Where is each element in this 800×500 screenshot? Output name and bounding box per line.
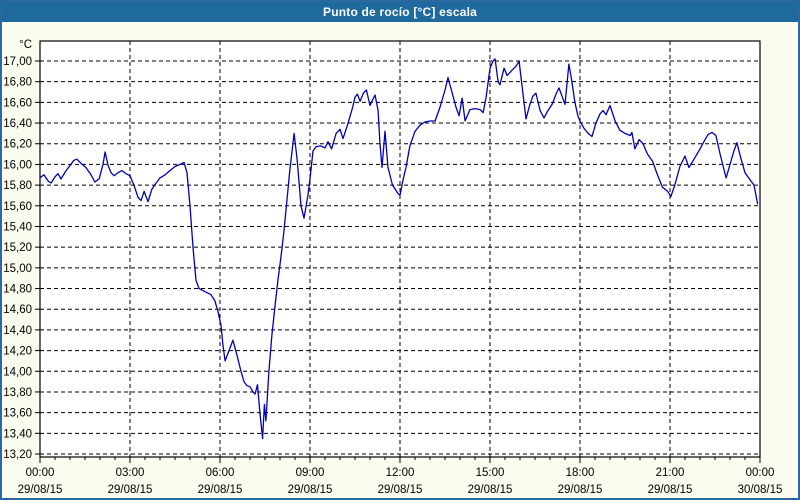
x-axis-time-label: 12:00 xyxy=(386,467,415,479)
y-axis-tick-label: 17,00 xyxy=(3,56,32,68)
window-titlebar: Punto de rocío [°C] escala xyxy=(2,2,798,22)
y-axis-tick-label: 13,60 xyxy=(3,408,32,420)
y-axis-tick-label: 16,60 xyxy=(3,97,32,109)
y-axis-tick-label: 14,00 xyxy=(3,366,32,378)
x-axis-time-label: 00:00 xyxy=(746,467,775,479)
x-axis-time-label: 21:00 xyxy=(656,467,685,479)
x-axis-date-label: 30/08/15 xyxy=(738,484,783,496)
y-axis-tick-label: 15,00 xyxy=(3,263,32,275)
x-axis-time-label: 00:00 xyxy=(26,467,55,479)
y-axis-tick-label: 15,80 xyxy=(3,180,32,192)
y-axis-unit-label: °C xyxy=(19,39,32,51)
x-axis-date-label: 29/08/15 xyxy=(288,484,333,496)
y-axis-tick-label: 13,20 xyxy=(3,449,32,461)
x-axis-date-label: 29/08/15 xyxy=(648,484,693,496)
data-line xyxy=(39,58,759,440)
y-axis-tick-label: 15,60 xyxy=(3,201,32,213)
y-axis-tick-label: 13,40 xyxy=(3,428,32,440)
y-axis-tick-label: 16,00 xyxy=(3,159,32,171)
x-axis-date-label: 29/08/15 xyxy=(108,484,153,496)
x-axis-time-label: 09:00 xyxy=(296,467,325,479)
x-axis-date-label: 29/08/15 xyxy=(198,484,243,496)
y-axis-tick-label: 14,80 xyxy=(3,284,32,296)
x-axis-time-label: 15:00 xyxy=(476,467,505,479)
y-axis-tick-label: 14,20 xyxy=(3,346,32,358)
y-axis-tick-label: 14,60 xyxy=(3,304,32,316)
x-axis-time-label: 06:00 xyxy=(206,467,235,479)
y-axis-tick-label: 15,40 xyxy=(3,221,32,233)
y-axis-tick-label: 16,80 xyxy=(3,77,32,89)
dewpoint-line-chart: 17,00 16,80 16,60 16,40 16,20 16,00 15,80 15,60… xyxy=(3,39,783,496)
x-axis-date-label: 29/08/15 xyxy=(378,484,423,496)
x-axis-date-label: 29/08/15 xyxy=(558,484,603,496)
y-axis-tick-label: 13,80 xyxy=(3,387,32,399)
y-axis-tick-label: 14,40 xyxy=(3,325,32,337)
y-axis-tick-label: 16,40 xyxy=(3,118,32,130)
y-axis-tick-label: 16,20 xyxy=(3,139,32,151)
y-axis-tick-label: 15,20 xyxy=(3,242,32,254)
x-axis-date-label: 29/08/15 xyxy=(468,484,513,496)
x-axis-time-label: 18:00 xyxy=(566,467,595,479)
x-axis-date-label: 29/08/15 xyxy=(18,484,63,496)
window-title: Punto de rocío [°C] escala xyxy=(322,5,478,19)
plot-frame xyxy=(39,40,761,458)
x-axis-time-label: 03:00 xyxy=(116,467,145,479)
